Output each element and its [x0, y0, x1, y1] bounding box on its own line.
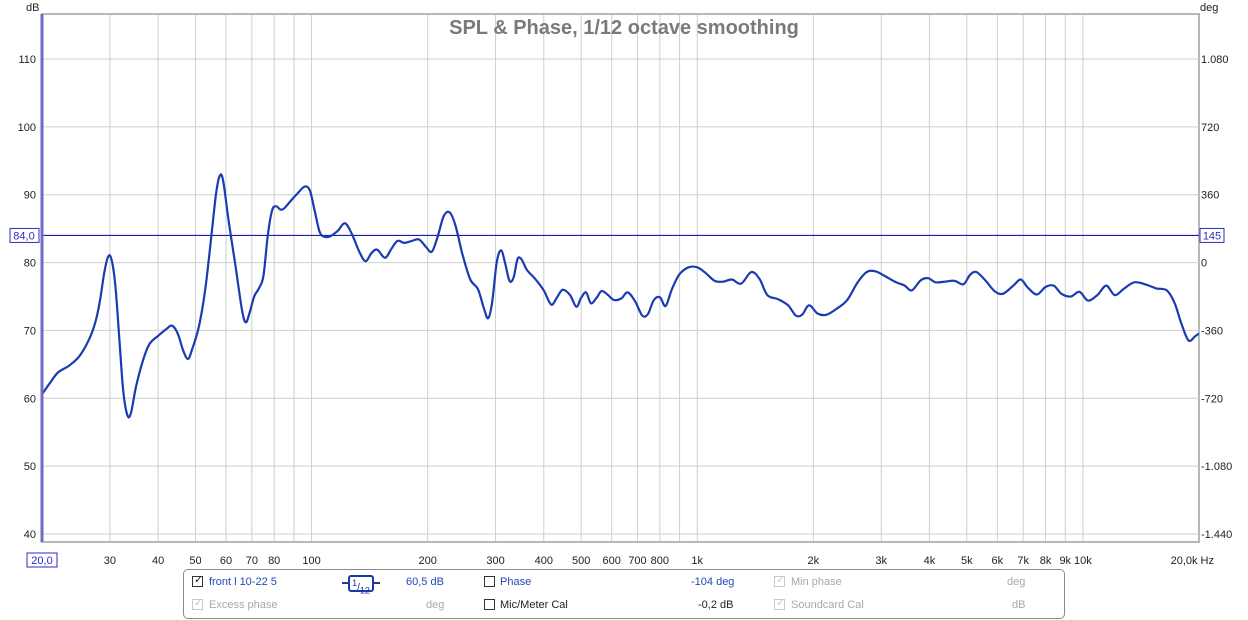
x-tick-label: 3k [875, 555, 887, 567]
x-tick-label: 7k [1017, 555, 1029, 567]
mic-cal-label[interactable]: Mic/Meter Cal [500, 599, 568, 611]
check-icon: ✓ [776, 574, 786, 586]
x-tick-label: 300 [486, 555, 504, 567]
excess-phase-label: Excess phase [209, 599, 278, 611]
y-tick-label: 110 [18, 54, 36, 66]
x-tick-label: 700 [628, 555, 646, 567]
y2-tick-label: -360 [1201, 325, 1223, 337]
y-tick-label: 50 [24, 461, 36, 473]
x-tick-label: 4k [924, 555, 936, 567]
x-tick-label: 60 [220, 555, 232, 567]
min-phase-checkbox[interactable]: ✓ [774, 574, 786, 587]
x-tick-label: 40 [152, 555, 164, 567]
cursor-y-label-box [9, 227, 40, 243]
legend-panel: ✓ front l 10-22 5 1/12 60,5 dB Phase -10… [183, 569, 1065, 619]
x-tick-label: 100 [302, 555, 320, 567]
smoothing-numerator: 1 [352, 578, 358, 588]
cursor-y2-label: 145 [1203, 230, 1221, 242]
spl-trace-line [42, 173, 1199, 419]
y-tick-label: 80 [24, 258, 36, 270]
x-tick-label: 500 [572, 555, 590, 567]
y-tick-label: 70 [24, 325, 36, 337]
cursor-y2-label-box [1199, 227, 1225, 243]
y-tick-label: 40 [24, 529, 36, 541]
excess-phase-unit: deg [426, 599, 445, 611]
y2-tick-label: 360 [1201, 190, 1219, 202]
cursor-y-label: 84,0 [13, 230, 34, 242]
x-tick-label: 50 [189, 555, 201, 567]
trace-checkbox[interactable]: ✓ [192, 574, 204, 587]
soundcard-cal-unit: dB [1012, 599, 1026, 611]
phase-value: -104 deg [691, 576, 735, 588]
mic-cal-value: -0,2 dB [698, 599, 734, 611]
y-tick-label: 90 [24, 190, 36, 202]
x-tick-label: 5k [961, 555, 973, 567]
min-phase-label: Min phase [791, 576, 842, 588]
x-tick-label: 800 [651, 555, 669, 567]
x-tick-label: 70 [246, 555, 258, 567]
excess-phase-checkbox[interactable]: ✓ [192, 597, 204, 610]
x-tick-label: 200 [418, 555, 436, 567]
y2-tick-label: -1.080 [1201, 461, 1232, 473]
x-cursor-label: 20,0 [31, 555, 52, 567]
smoothing-fraction: 1/12 [348, 575, 374, 596]
y2-tick-label: 720 [1201, 122, 1219, 134]
spl-phase-chart[interactable]: dB deg SPL & Phase, 1/12 octave smoothin… [0, 0, 1248, 568]
y2-axis-unit-deg: deg [1200, 2, 1218, 14]
x-tick-label: 600 [602, 555, 620, 567]
y2-tick-label: -1.440 [1201, 529, 1232, 541]
check-icon: ✓ [776, 597, 786, 609]
phase-checkbox[interactable] [484, 576, 495, 587]
y2-tick-label: 1.080 [1201, 54, 1229, 66]
x-tick-label: 6k [992, 555, 1004, 567]
x-tick-label: 400 [535, 555, 553, 567]
y2-axis-ticks: -1.440 -1.080 -720 -360 0 360 720 1.080 [1201, 54, 1232, 541]
phase-label[interactable]: Phase [500, 576, 532, 588]
y-axis-ticks: 40 50 60 70 80 90 100 110 [18, 54, 36, 541]
smoothing-line-right [374, 582, 380, 584]
trace-name[interactable]: front l 10-22 5 [209, 576, 277, 588]
y-tick-label: 100 [18, 122, 36, 134]
check-icon: ✓ [194, 574, 204, 586]
x-tick-label: 9k [1059, 555, 1071, 567]
x-tick-label: 1k [691, 555, 703, 567]
x-tick-label: 8k [1040, 555, 1052, 567]
smoothing-line-left [342, 582, 348, 584]
soundcard-cal-label: Soundcard Cal [791, 599, 864, 611]
x-cursor-label-box [26, 552, 58, 568]
series-group [42, 173, 1199, 419]
mic-cal-checkbox[interactable] [484, 599, 495, 610]
cursor[interactable]: 84,0 145 [9, 227, 1225, 243]
check-icon: ✓ [194, 597, 204, 609]
chart-title: SPL & Phase, 1/12 octave smoothing [449, 17, 799, 39]
x-axis-ticks: 20,0 30 40 50 60 70 80 100 200 300 400 500 600 700 800… [26, 552, 1214, 568]
y-axis-unit-db: dB [26, 2, 39, 14]
spl-value: 60,5 dB [406, 576, 444, 588]
x-tick-label: 80 [268, 555, 280, 567]
x-tick-label: 2k [808, 555, 820, 567]
y-tick-label: 60 [24, 393, 36, 405]
smoothing-denominator: 12 [359, 585, 370, 596]
y2-tick-label: -720 [1201, 393, 1223, 405]
plot-area[interactable] [41, 13, 1200, 543]
soundcard-cal-checkbox[interactable]: ✓ [774, 597, 786, 610]
x-tick-label: 30 [104, 555, 116, 567]
y2-tick-label: 0 [1201, 258, 1207, 270]
x-tick-label: 10k [1074, 555, 1092, 567]
x-tick-label: 20,0k Hz [1171, 555, 1214, 567]
min-phase-unit: deg [1007, 576, 1026, 588]
